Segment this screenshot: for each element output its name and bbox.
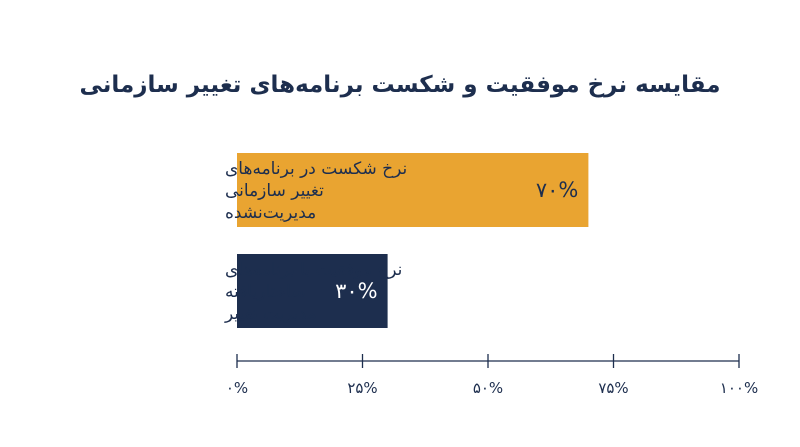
- value-label-1: ۷۰%: [536, 178, 579, 202]
- x-tick-label-4: ۷۵%: [598, 379, 628, 397]
- bars-layer: ۷۰% نرخ شکست در برنامه‌های تغییر سازمانی مد…: [224, 153, 589, 328]
- x-tick-label-5: ۱۰۰%: [720, 379, 758, 397]
- bar-1: [237, 153, 589, 227]
- category-label-1: نرخ شکست در برنامه‌های تغییر سازمانی مدیری…: [225, 159, 407, 223]
- value-label-2: ۳۰%: [335, 279, 378, 303]
- chart-title: مقایسه نرخ موفقیت و شکست برنامه‌های تغیی…: [79, 72, 720, 98]
- x-tick-label-1: ۰%: [226, 379, 248, 397]
- bar-2: [237, 254, 388, 328]
- x-tick-label-2: ۲۵%: [347, 379, 377, 397]
- x-axis: ۰% ۲۵% ۵۰% ۷۵% ۱۰۰%: [226, 354, 758, 397]
- category-label-2: نرخ موفقیت با برنامه‌های ساختاریافته مدیری…: [224, 260, 402, 324]
- x-tick-label-3: ۵۰%: [473, 379, 503, 397]
